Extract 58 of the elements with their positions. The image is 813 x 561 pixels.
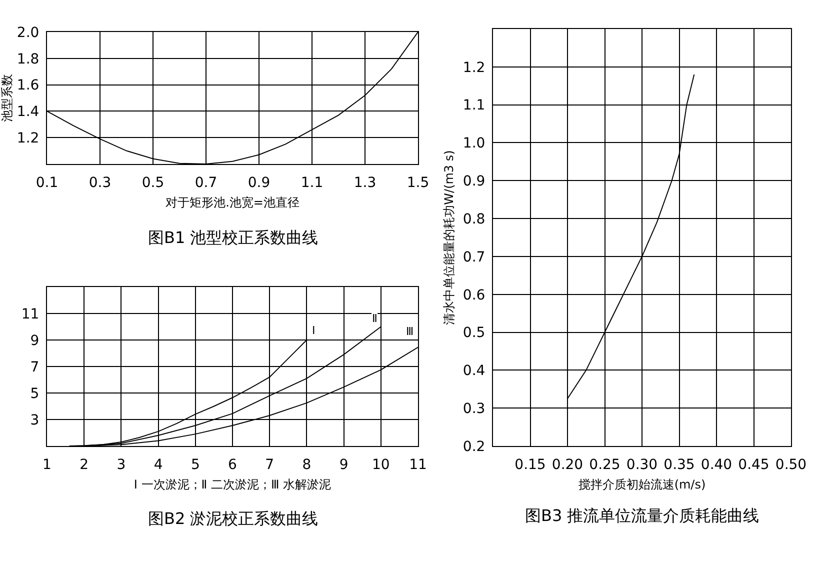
x-axis-title: 对于矩形池.池宽=池直径 [166,196,300,210]
x-tick-label: 1 [42,456,52,473]
y-tick-label: 0.7 [462,249,486,266]
y-tick-label: 1.1 [462,98,486,114]
y-tick-label: 3 [30,412,40,428]
y-tick-label: 0.3 [462,400,486,417]
x-tick-label: 0.45 [738,456,770,473]
series-label: Ⅰ [312,324,316,337]
y-tick-label: 0.6 [462,287,486,304]
x-tick-label: 5 [190,456,200,473]
x-axis-title: Ⅰ 一次淤泥；Ⅱ 二次淤泥；Ⅲ 水解淤泥 [134,478,332,492]
y-tick-label: 0.2 [462,438,486,455]
x-tick-label: 0.3 [88,174,112,191]
x-tick-label: 8 [302,456,312,473]
x-tick-label: 0.25 [589,456,620,473]
x-tick-label: 0.50 [775,456,807,473]
x-tick-label: 1.1 [300,174,324,191]
x-tick-label: 0.15 [514,456,546,473]
y-tick-label: 1.2 [462,60,486,76]
series-label: Ⅲ [406,325,414,338]
y-tick-label: 1.6 [16,78,40,94]
x-tick-label: 3 [116,456,126,473]
x-tick-label: 0.1 [36,174,58,191]
series-label: Ⅱ [372,312,378,325]
x-tick-label: 0.35 [664,456,695,473]
x-tick-label: 0.9 [248,174,270,191]
y-tick-label: 2.0 [16,24,40,41]
y-tick-label: 1.8 [16,51,40,68]
y-axis-title: 池型系数 [0,74,14,122]
x-tick-label: 1.5 [406,174,430,191]
y-tick-label: 11 [21,306,40,322]
x-tick-label: 2 [80,456,89,473]
text: 图B2 淤泥校正系数曲线 [148,509,318,528]
x-tick-label: 6 [228,456,238,473]
y-tick-label: 0.5 [462,325,486,342]
text: 图B1 池型校正系数曲线 [148,228,318,247]
x-tick-label: 9 [339,456,348,473]
x-tick-label: 1.3 [354,174,376,191]
y-tick-label: 7 [30,359,40,376]
y-tick-label: 1.0 [462,136,486,152]
y-axis-title: 清水中单位能量的耗功W/(m3 s) [442,150,456,325]
x-tick-label: 0.40 [700,456,732,473]
x-tick-label: 0.30 [626,456,658,473]
y-tick-label: 1.2 [16,130,40,146]
x-tick-label: 0.7 [194,174,218,191]
x-tick-label: 4 [154,456,163,473]
x-tick-label: 0.5 [142,174,164,191]
x-tick-label: 7 [265,456,274,473]
y-tick-label: 1.4 [16,104,40,120]
y-tick-label: 5 [30,386,40,402]
x-tick-label: 11 [409,456,427,473]
text: 图B3 推流单位流量介质耗能曲线 [525,506,760,525]
y-tick-label: 0.8 [462,211,486,228]
x-tick-label: 10 [372,456,390,473]
x-axis-title: 搅拌介质初始流速(m/s) [578,478,706,492]
x-tick-label: 0.20 [552,456,584,473]
y-tick-label: 0.4 [462,363,486,380]
y-tick-label: 9 [30,332,40,349]
